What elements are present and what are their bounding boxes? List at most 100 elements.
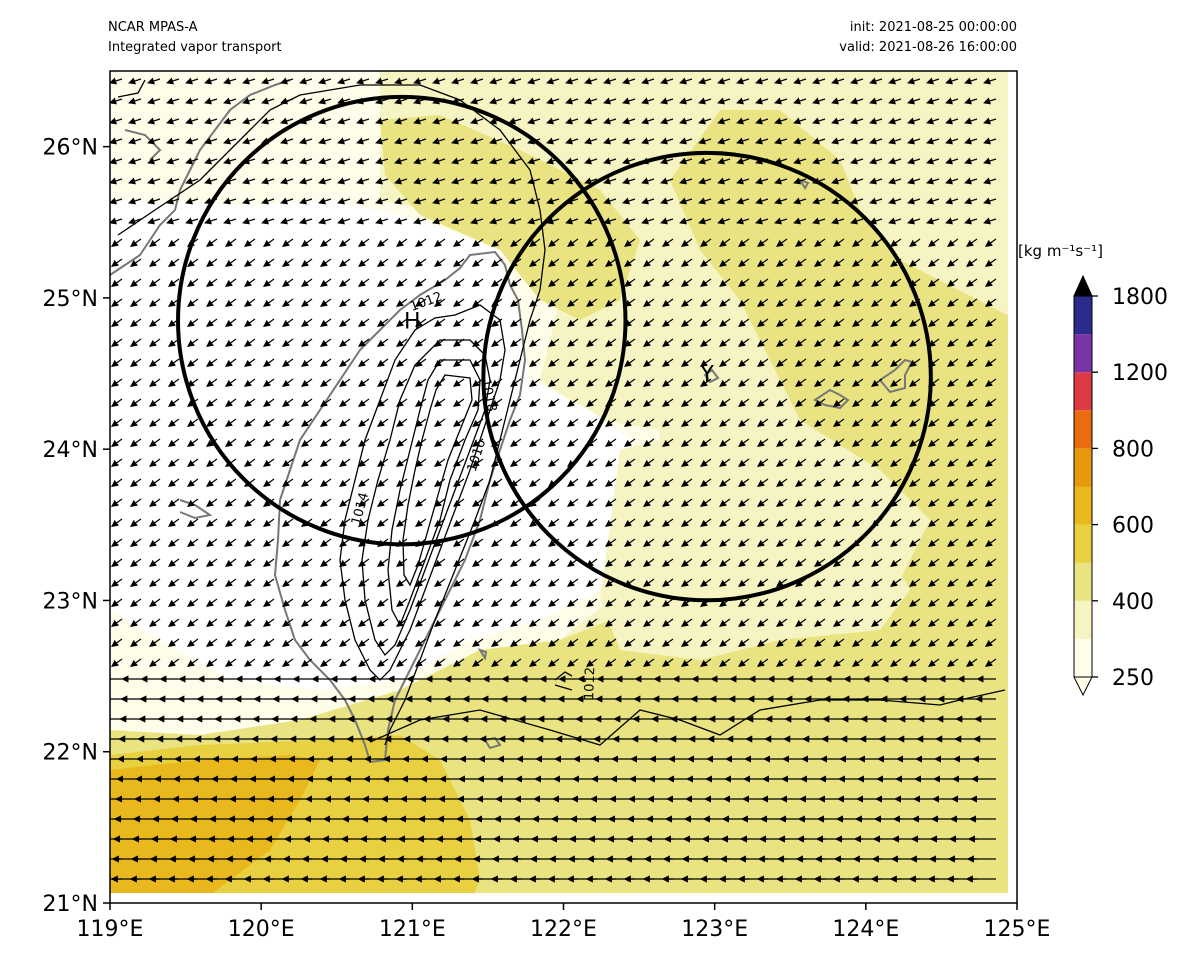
ivt-vector bbox=[224, 278, 237, 287]
ivt-vector bbox=[737, 238, 750, 247]
ivt-vector bbox=[299, 197, 313, 205]
ivt-vector bbox=[281, 338, 294, 347]
ivt-vector bbox=[205, 238, 218, 247]
ivt-vector bbox=[983, 177, 997, 185]
ivt-vector bbox=[736, 177, 750, 185]
ivt-vector bbox=[395, 238, 408, 247]
ivt-vector bbox=[699, 278, 712, 287]
ivt-vector bbox=[394, 217, 408, 225]
ivt-vector bbox=[318, 177, 332, 185]
ivt-vector bbox=[927, 258, 940, 267]
ivt-vector bbox=[299, 157, 313, 165]
ivt-vector bbox=[547, 318, 560, 327]
ivt-vector bbox=[793, 217, 807, 225]
ivt-vector bbox=[717, 77, 731, 85]
ivt-vector bbox=[831, 157, 845, 165]
ivt-vector bbox=[623, 338, 636, 347]
ivt-vector bbox=[148, 338, 161, 347]
ivt-vector bbox=[356, 137, 370, 145]
ivt-vector bbox=[509, 338, 522, 347]
ivt-vector bbox=[110, 238, 123, 247]
ivt-vector bbox=[129, 298, 142, 307]
ivt-vector bbox=[851, 258, 864, 267]
ivt-vector bbox=[110, 77, 123, 85]
ivt-vector bbox=[983, 217, 997, 225]
ivt-vector bbox=[280, 137, 294, 145]
ivt-vector bbox=[204, 217, 218, 225]
ivt-vector bbox=[281, 258, 294, 267]
longitude-axis: 119°E 120°E 121°E 122°E 123°E 124°E 125°E bbox=[77, 903, 1050, 942]
ivt-vector bbox=[964, 197, 978, 205]
ivt-vector bbox=[471, 258, 484, 267]
ivt-vector bbox=[831, 97, 845, 105]
ivt-vector bbox=[603, 157, 617, 165]
ivt-vector bbox=[984, 238, 997, 247]
ivt-vector bbox=[261, 177, 275, 185]
ivt-vector bbox=[528, 298, 541, 307]
ivt-vector bbox=[623, 318, 636, 327]
ivt-vector bbox=[148, 358, 161, 367]
ivt-vector bbox=[965, 238, 978, 247]
ivt-vector bbox=[509, 318, 522, 327]
ivt-vector bbox=[698, 117, 712, 125]
ivt-vector bbox=[204, 117, 218, 125]
ivt-vector bbox=[110, 358, 123, 367]
ivt-vector bbox=[527, 97, 541, 105]
ivt-vector bbox=[698, 97, 712, 105]
ivt-vector bbox=[870, 338, 883, 347]
ivt-vector bbox=[318, 137, 332, 145]
ivt-vector bbox=[395, 318, 408, 327]
ivt-vector bbox=[680, 238, 693, 247]
ivt-vector bbox=[148, 298, 161, 307]
ivt-vector bbox=[945, 217, 959, 225]
ivt-vector bbox=[698, 217, 712, 225]
ivt-vector bbox=[755, 137, 769, 145]
colorbar-tick-label: 600 bbox=[1112, 514, 1154, 539]
ivt-vector bbox=[604, 258, 617, 267]
ivt-vector bbox=[641, 177, 655, 185]
ivt-vector bbox=[775, 298, 788, 307]
ivt-vector bbox=[964, 77, 978, 85]
ivt-vector bbox=[414, 238, 427, 247]
ivt-vector bbox=[490, 278, 503, 287]
ivt-vector bbox=[243, 278, 256, 287]
ivt-vector bbox=[679, 197, 693, 205]
ivt-vector bbox=[546, 137, 560, 145]
ivt-vector bbox=[357, 318, 370, 327]
ivt-vector bbox=[585, 258, 598, 267]
ivt-vector bbox=[337, 197, 351, 205]
ivt-vector bbox=[508, 197, 522, 205]
ivt-vector bbox=[357, 278, 370, 287]
ivt-vector bbox=[984, 338, 997, 347]
ivt-vector bbox=[907, 217, 921, 225]
ivt-vector bbox=[965, 338, 978, 347]
ivt-vector bbox=[642, 258, 655, 267]
ivt-vector bbox=[318, 117, 332, 125]
ivt-vector bbox=[870, 258, 883, 267]
ivt-vector bbox=[984, 318, 997, 327]
ivt-vector bbox=[223, 117, 237, 125]
ivt-vector bbox=[603, 77, 617, 85]
ivt-vector bbox=[281, 358, 294, 367]
ivt-vector bbox=[737, 258, 750, 267]
ivt-vector bbox=[755, 117, 769, 125]
ivt-vector bbox=[110, 318, 123, 327]
ivt-vector bbox=[661, 238, 674, 247]
ivt-vector bbox=[698, 77, 712, 85]
ryukyu-islands bbox=[703, 358, 914, 410]
ivt-vector bbox=[661, 278, 674, 287]
colorbar-tick-label: 400 bbox=[1112, 590, 1154, 615]
ivt-vector bbox=[375, 157, 389, 165]
ivt-vector bbox=[850, 177, 864, 185]
ivt-vector bbox=[166, 177, 180, 185]
ivt-vector bbox=[376, 338, 389, 347]
ivt-vector bbox=[262, 358, 275, 367]
ivt-vector bbox=[813, 338, 826, 347]
ivt-vector bbox=[395, 278, 408, 287]
ivt-vector bbox=[166, 137, 180, 145]
ivt-vector bbox=[699, 238, 712, 247]
x-tick-label: 124°E bbox=[832, 917, 899, 942]
ivt-vector bbox=[129, 258, 142, 267]
ivt-vector bbox=[318, 217, 332, 225]
ivt-vector bbox=[147, 137, 161, 145]
